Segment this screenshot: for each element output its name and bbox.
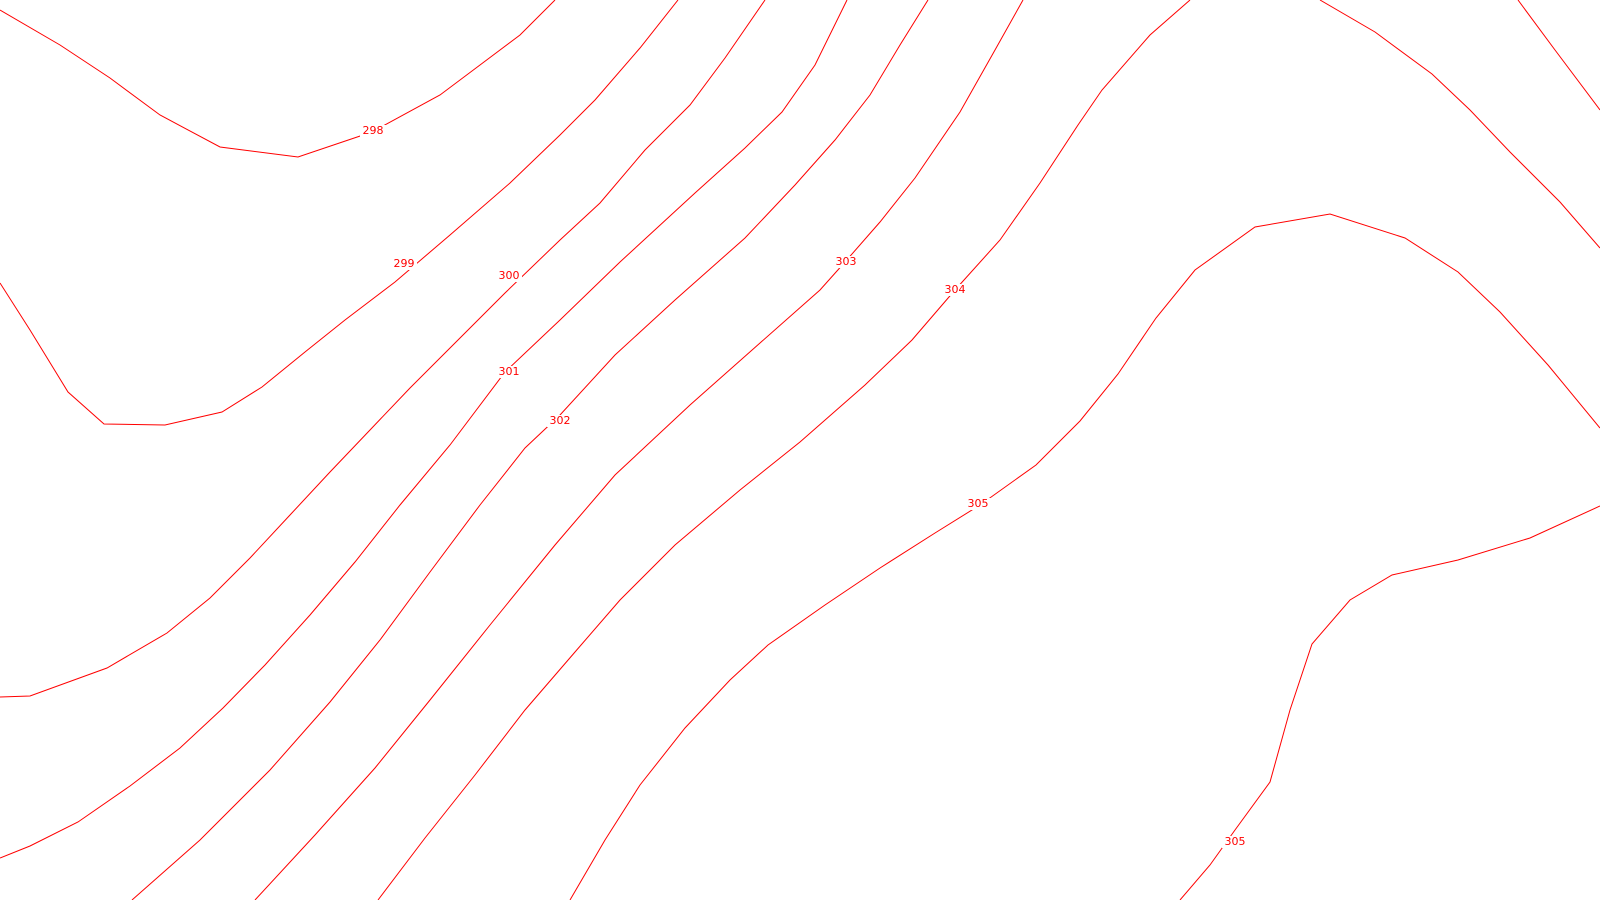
svg-text:301: 301 [499, 365, 520, 378]
contour-label-298: 298 [360, 124, 386, 137]
contour-label-302: 302 [547, 414, 573, 427]
svg-text:304: 304 [945, 283, 966, 296]
svg-text:299: 299 [394, 257, 415, 270]
svg-text:305: 305 [1225, 835, 1246, 848]
svg-text:300: 300 [499, 269, 520, 282]
svg-text:302: 302 [550, 414, 571, 427]
contour-label-300: 300 [496, 269, 522, 282]
contour-label-305-north: 305 [965, 497, 991, 510]
svg-text:303: 303 [836, 255, 857, 268]
contour-label-304: 304 [942, 283, 968, 296]
contour-line-304 [377, 0, 1191, 900]
contour-line-305-north [569, 213, 1600, 900]
contour-label-305-south: 305 [1222, 835, 1248, 848]
contour-label-303: 303 [833, 255, 859, 268]
contour-line-300 [0, 0, 766, 698]
contour-line-298-north [0, 0, 556, 158]
contour-label-299: 299 [391, 257, 417, 270]
contour-line-301 [0, 0, 848, 859]
svg-text:305: 305 [968, 497, 989, 510]
contour-line-305-northeast [1319, 0, 1600, 249]
contour-line-303 [254, 0, 1024, 900]
contour-line-298-west-loop [0, 0, 679, 426]
contour-label-301: 301 [496, 365, 522, 378]
svg-text:298: 298 [363, 124, 384, 137]
contour-line-298-east [1517, 0, 1600, 111]
